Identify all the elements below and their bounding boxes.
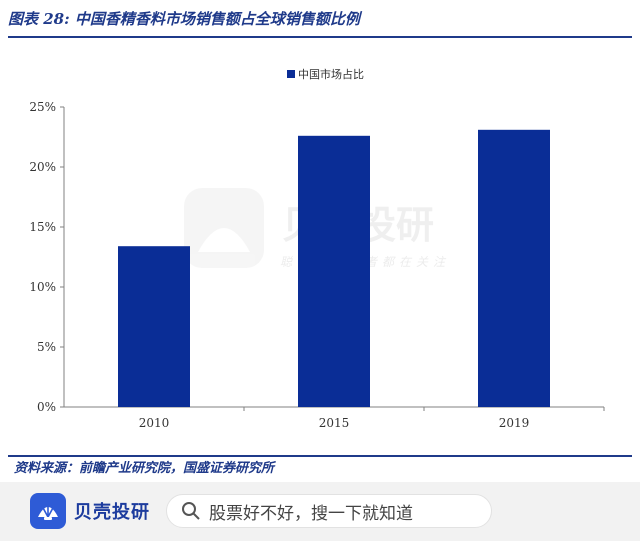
chart-bars [118,129,550,408]
x-tick-label: 2010 [139,416,170,430]
y-tick-label: 5% [37,340,56,354]
source-note: 资料来源：前瞻产业研究院，国盛证券研究所 [14,461,275,476]
title-rule [8,36,632,38]
brand[interactable]: 贝壳投研 [30,492,150,530]
y-tick-label: 20% [29,160,56,174]
source-rule [8,455,632,457]
x-tick-labels: 2010 2015 2019 [139,416,530,430]
y-tick-label: 25% [29,100,56,114]
brand-name: 贝壳投研 [74,502,150,523]
watermark-shell-icon [198,228,250,252]
figure-title: 图表 28: 中国香精香料市场销售额占全球销售额比例 [8,10,360,28]
shell-logo-icon [30,493,66,529]
y-tick-label: 15% [29,220,56,234]
bar-2019 [478,129,550,408]
x-tick-label: 2015 [319,416,350,430]
bar-2010 [118,246,190,407]
bar-2015 [298,135,370,408]
search-icon [182,502,200,520]
x-tick-label: 2019 [499,416,530,430]
legend-swatch [287,70,295,78]
legend-label: 中国市场占比 [298,67,364,81]
y-tick-labels: 0% 5% 10% 15% 20% 25% [29,100,56,414]
y-tick-label: 10% [29,280,56,294]
search-input[interactable]: 股票好不好，搜一下就知道 [166,494,492,528]
y-tick-label: 0% [37,400,56,414]
chart-legend: 中国市场占比 [287,67,364,81]
footer-bar: 贝壳投研 股票好不好，搜一下就知道 [0,482,640,541]
search-placeholder: 股票好不好，搜一下就知道 [209,503,413,524]
